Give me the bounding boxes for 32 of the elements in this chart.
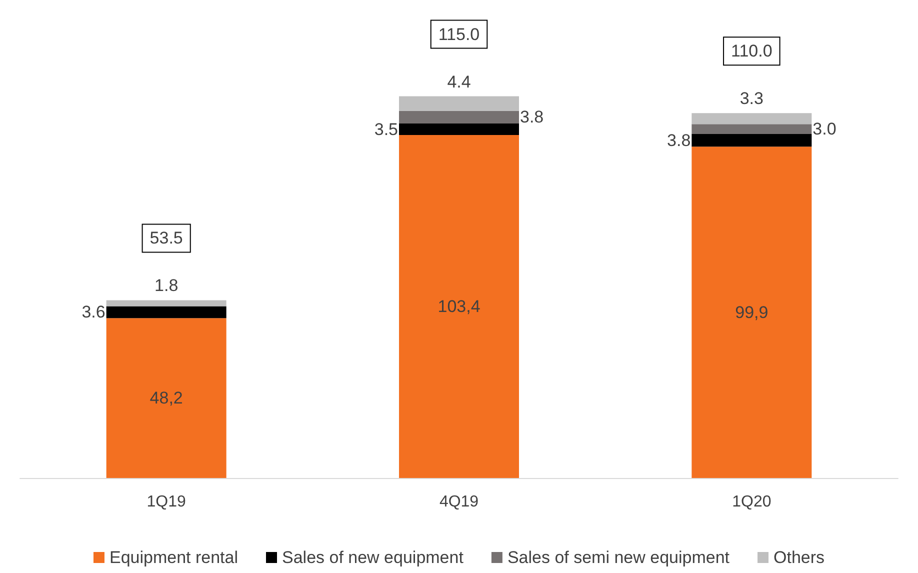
total-label: 53.5	[150, 228, 183, 248]
x-tick-label: 4Q19	[439, 494, 479, 510]
data-label: 4.4	[447, 72, 471, 92]
bar	[106, 318, 226, 478]
data-label: 103,4	[438, 297, 480, 316]
data-label: 1.8	[154, 276, 178, 296]
data-label: 99,9	[735, 302, 768, 322]
legend-label: Equipment rental	[109, 548, 238, 567]
total-label: 115.0	[438, 24, 480, 44]
bar	[106, 306, 226, 318]
bar	[399, 110, 519, 124]
legend-label: Sales of new equipment	[282, 548, 464, 567]
x-tick-label: 1Q20	[732, 494, 772, 510]
bar	[692, 146, 812, 478]
data-label: 3.0	[812, 120, 836, 139]
data-label: 3.5	[374, 120, 398, 139]
data-label: 3.6	[82, 302, 106, 322]
bar	[692, 113, 812, 124]
legend-label: Sales of semi new equipment	[507, 548, 730, 567]
bar	[106, 300, 226, 306]
bar	[399, 135, 519, 478]
bar	[399, 123, 519, 136]
bar	[692, 124, 812, 134]
data-label: 48,2	[150, 388, 183, 408]
bar	[399, 96, 519, 111]
legend-label: Others	[774, 548, 825, 567]
x-tick-label: 1Q19	[146, 494, 186, 510]
bar	[692, 134, 812, 147]
total-label: 110.0	[731, 42, 772, 61]
data-label: 3.3	[740, 89, 764, 108]
data-label: 3.8	[667, 130, 691, 150]
data-label: 3.8	[520, 108, 544, 127]
